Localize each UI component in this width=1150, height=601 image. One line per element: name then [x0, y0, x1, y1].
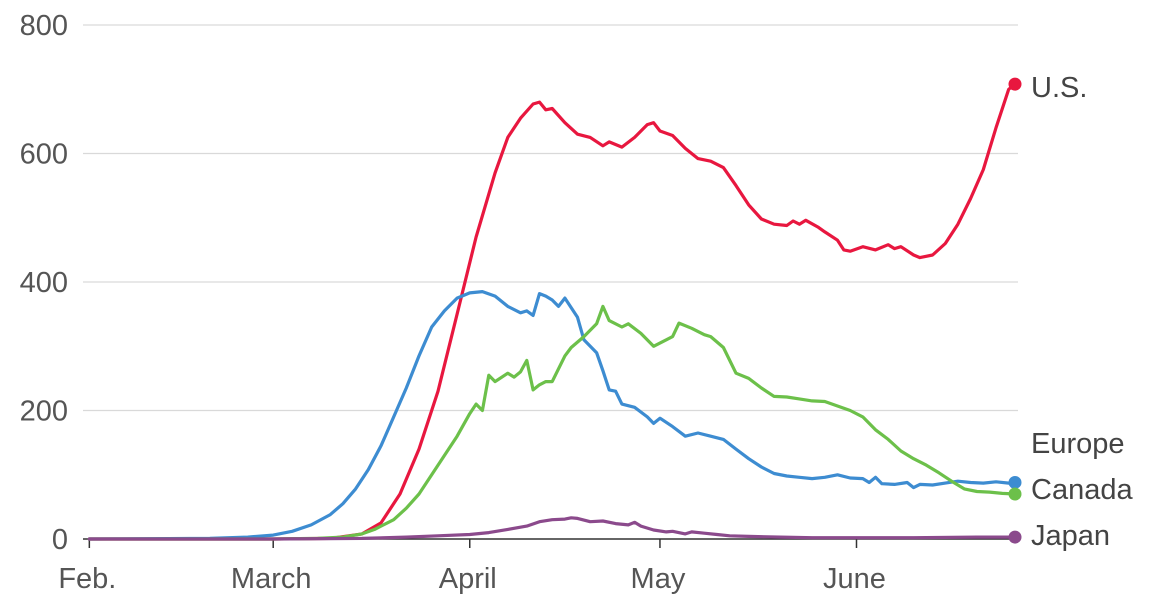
- series-end-marker-europe: [1008, 475, 1022, 489]
- x-tick-label-feb: Feb.: [58, 563, 116, 595]
- series-line-canada: [87, 304, 1017, 541]
- series-label-japan: Japan: [1031, 520, 1110, 552]
- y-tick-label-800: 800: [20, 10, 68, 42]
- series-line-us: [87, 82, 1017, 541]
- series-label-us: U.S.: [1031, 72, 1087, 104]
- series-end-marker-japan: [1008, 530, 1022, 544]
- x-tick-label-may: May: [631, 563, 686, 595]
- data-series: [87, 77, 1022, 544]
- series-end-marker-us: [1008, 77, 1022, 91]
- x-tick-label-june: June: [823, 563, 886, 595]
- series-end-marker-canada: [1008, 487, 1022, 501]
- y-tick-label-200: 200: [20, 396, 68, 428]
- series-line-europe: [87, 290, 1017, 541]
- series-label-europe: Europe: [1031, 428, 1125, 460]
- series-label-canada: Canada: [1031, 474, 1133, 506]
- x-axis: Feb. March April May June: [58, 538, 1018, 595]
- series-labels: U.S. Europe Canada Japan: [1031, 72, 1133, 552]
- x-tick-label-march: March: [231, 563, 312, 595]
- y-tick-label-600: 600: [20, 139, 68, 171]
- y-tick-label-400: 400: [20, 267, 68, 299]
- gridlines: [83, 24, 1018, 412]
- x-tick-label-april: April: [439, 563, 497, 595]
- y-axis-tick-labels: 0 200 400 600 800: [20, 10, 68, 556]
- y-tick-label-0: 0: [52, 524, 68, 556]
- series-line-japan: [87, 516, 1017, 541]
